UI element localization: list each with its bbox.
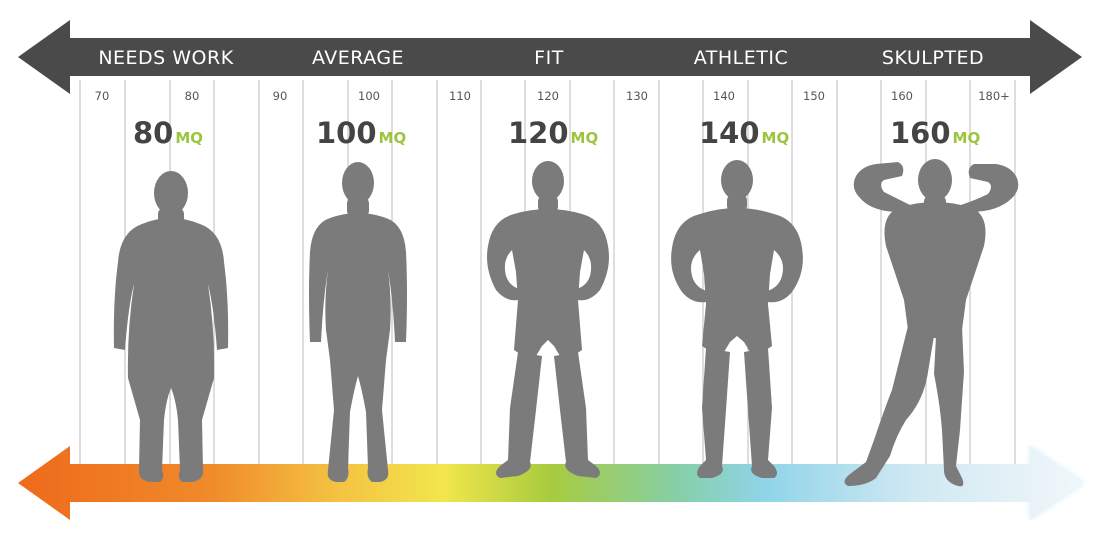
score-120: 120 MQ	[508, 116, 598, 150]
tick-label: 180+	[978, 89, 1010, 103]
tick-label: 100	[358, 89, 380, 103]
score-value: 140	[699, 116, 760, 150]
score-unit: MQ	[175, 129, 203, 147]
figure-athletic	[671, 160, 803, 478]
silhouettes	[113, 159, 1019, 487]
score-unit: MQ	[379, 129, 407, 147]
score-160: 160 MQ	[890, 116, 980, 150]
category-athletic: ATHLETIC	[694, 47, 788, 69]
score-100: 100 MQ	[316, 116, 406, 150]
score-value: 120	[508, 116, 569, 150]
score-unit: MQ	[571, 129, 599, 147]
tick-label: 120	[537, 89, 559, 103]
score-value: 160	[890, 116, 951, 150]
score-value: 100	[316, 116, 377, 150]
figure-average	[309, 162, 407, 482]
category-fit: FIT	[534, 47, 564, 69]
top-arrow	[18, 20, 1082, 94]
score-unit: MQ	[953, 129, 981, 147]
category-average: AVERAGE	[312, 47, 404, 69]
tick-label: 150	[803, 89, 825, 103]
figure-needs-work	[113, 171, 229, 482]
tick-label: 70	[95, 89, 110, 103]
tick-label: 160	[891, 89, 913, 103]
score-140: 140 MQ	[699, 116, 789, 150]
score-unit: MQ	[762, 129, 790, 147]
scale-lines	[79, 80, 1016, 466]
category-skulpted: SKULPTED	[882, 47, 984, 69]
tick-label: 110	[449, 89, 471, 103]
tick-label: 140	[713, 89, 735, 103]
bottom-arrow	[18, 446, 1082, 520]
figure-fit	[487, 161, 609, 478]
tick-labels: 70 80 90 100 110 120 130 140 150 160 180…	[95, 89, 1010, 103]
tick-label: 130	[626, 89, 648, 103]
tick-label: 90	[273, 89, 288, 103]
figure-skulpted	[844, 159, 1019, 487]
score-80: 80 MQ	[133, 116, 203, 150]
tick-label: 80	[185, 89, 200, 103]
score-labels: 80 MQ 100 MQ 120 MQ 140 MQ 160 MQ	[133, 116, 980, 150]
category-labels: NEEDS WORK AVERAGE FIT ATHLETIC SKULPTED	[98, 47, 984, 69]
category-needs-work: NEEDS WORK	[98, 47, 233, 69]
score-value: 80	[133, 116, 173, 150]
